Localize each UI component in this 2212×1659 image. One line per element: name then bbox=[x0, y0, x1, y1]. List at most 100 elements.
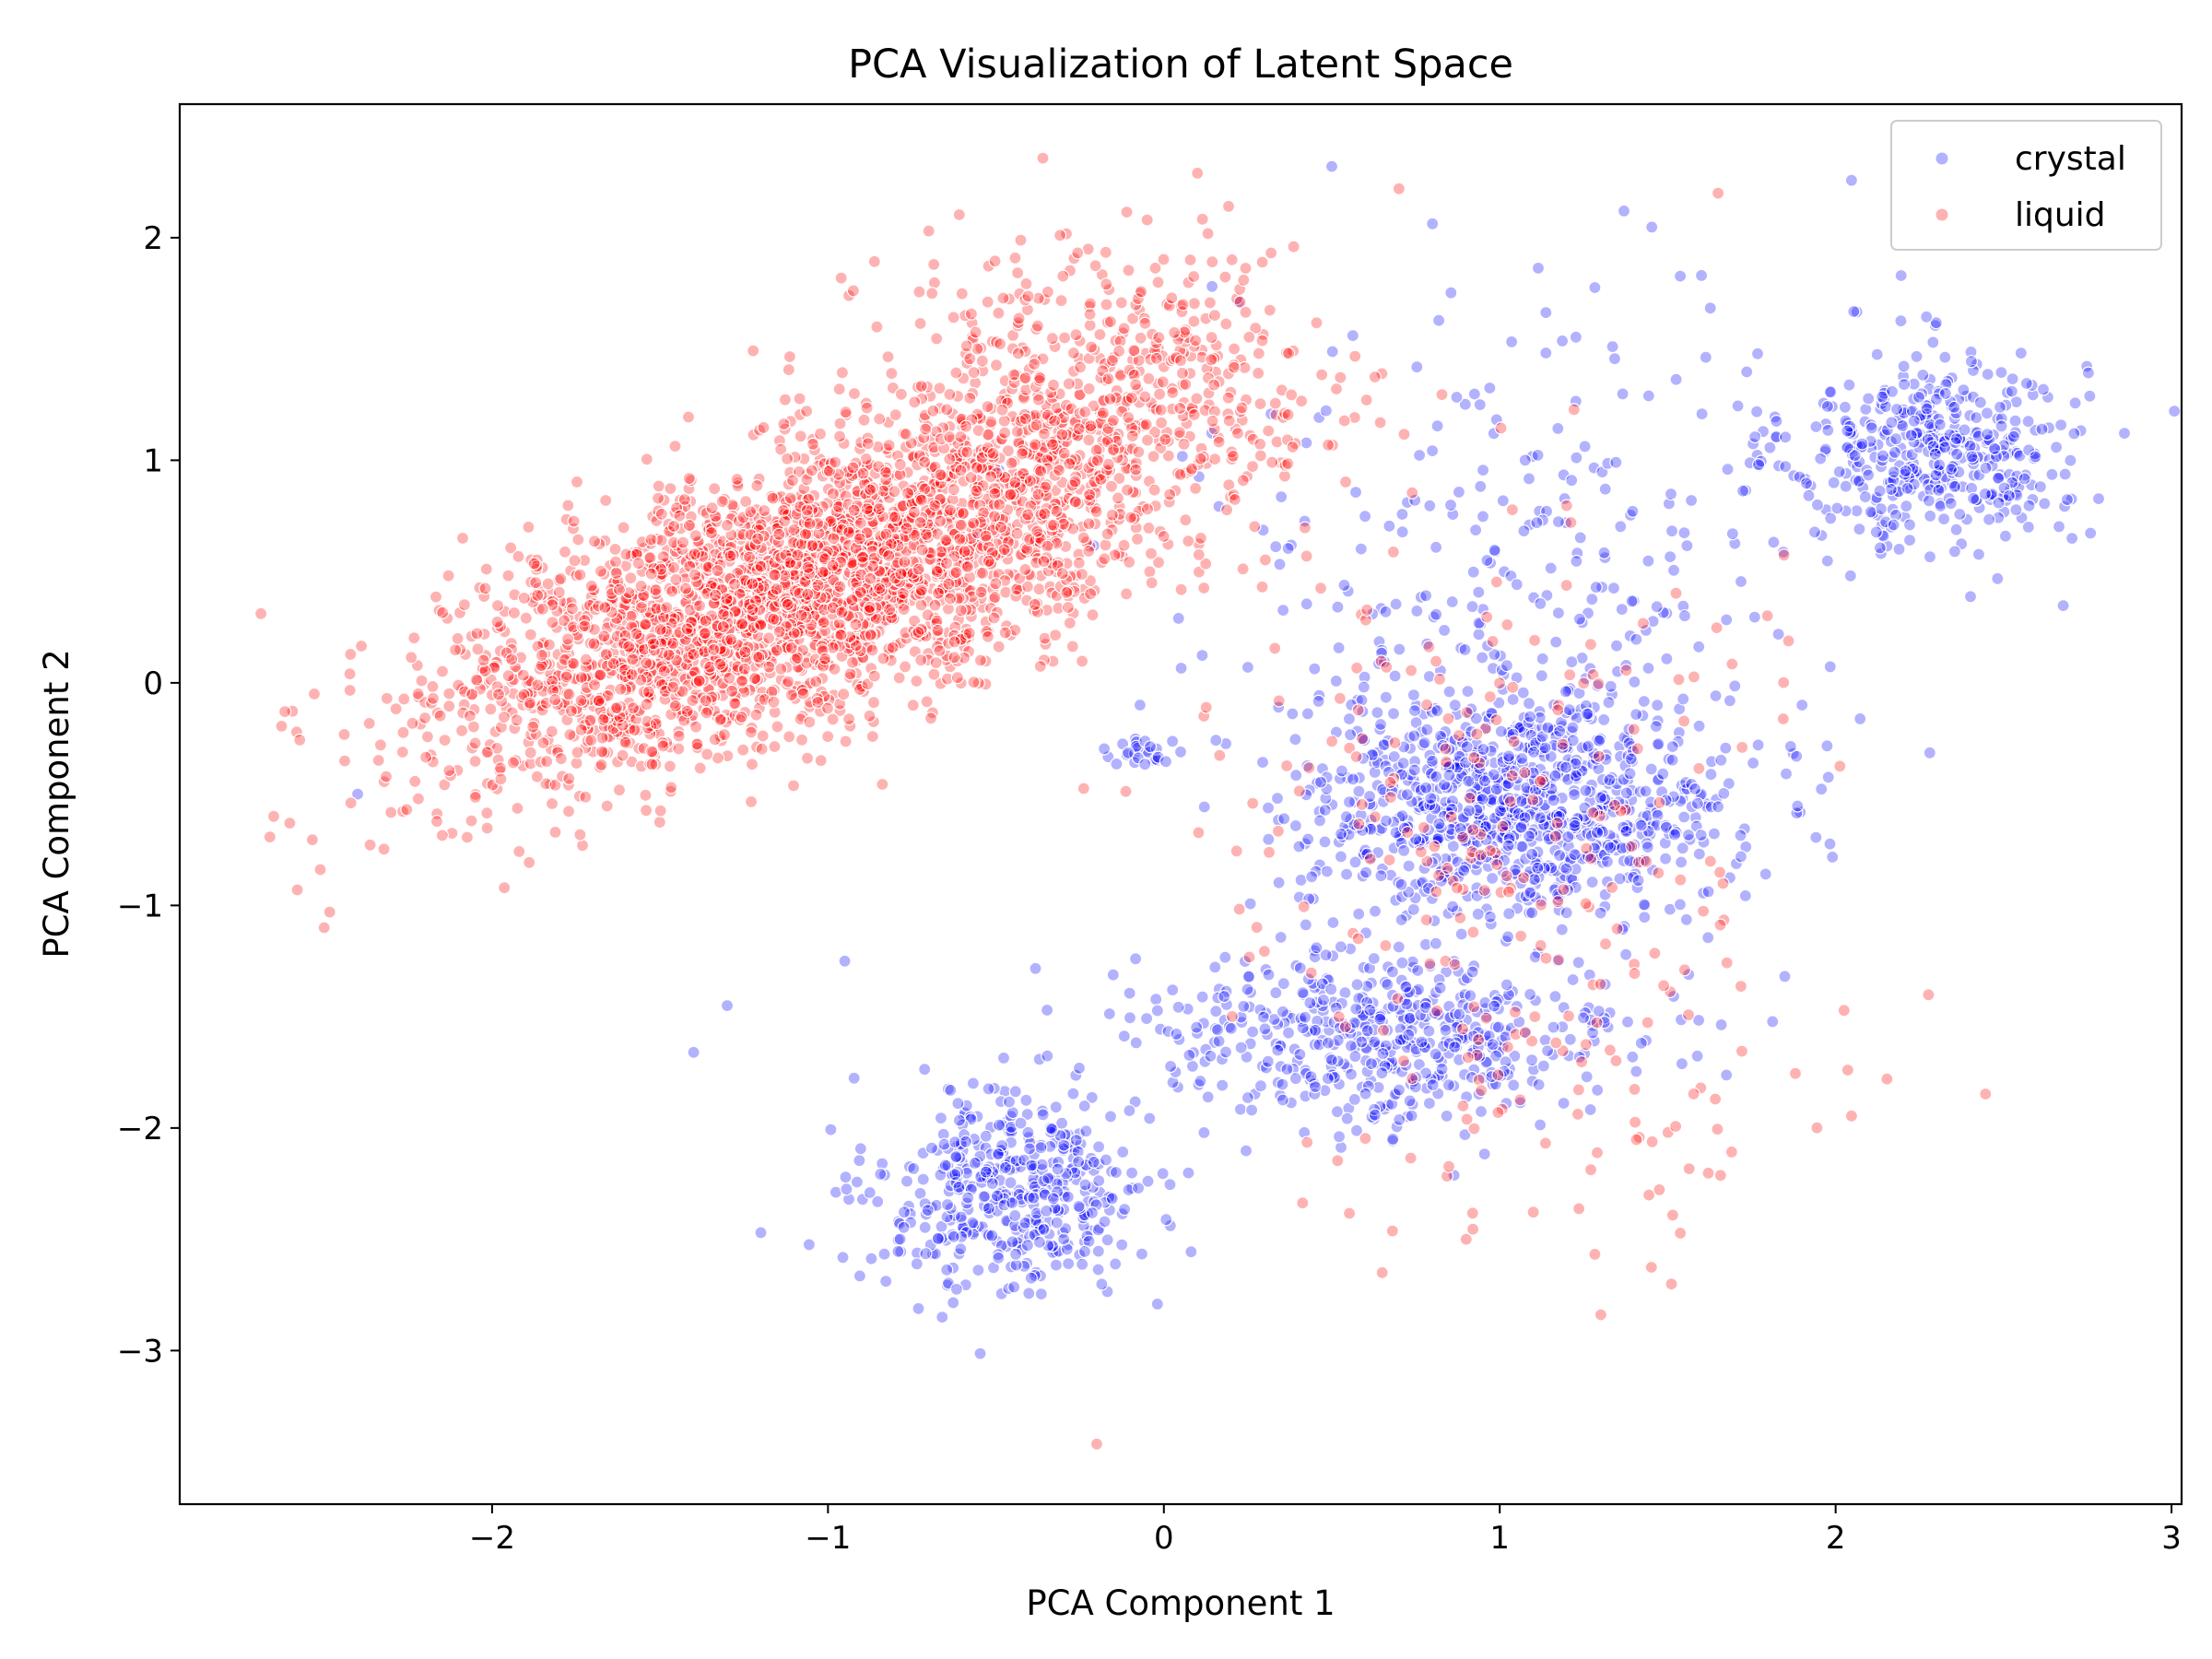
point-crystal bbox=[1694, 828, 1708, 842]
point-crystal bbox=[910, 1257, 924, 1271]
point-crystal bbox=[1841, 441, 1854, 454]
point-crystal bbox=[1947, 545, 1961, 559]
point-crystal bbox=[1740, 365, 1754, 379]
point-crystal bbox=[940, 1263, 954, 1277]
point-crystal bbox=[2000, 385, 2014, 399]
point-crystal bbox=[1331, 600, 1345, 614]
point-liquid bbox=[419, 750, 433, 764]
point-crystal bbox=[1493, 804, 1507, 818]
point-crystal bbox=[1472, 628, 1486, 641]
point-crystal bbox=[1963, 439, 1977, 453]
point-crystal bbox=[1979, 461, 1993, 475]
point-liquid bbox=[910, 674, 924, 688]
point-crystal bbox=[1580, 1070, 1594, 1084]
point-crystal bbox=[1664, 487, 1678, 501]
point-crystal bbox=[1474, 479, 1488, 493]
point-crystal bbox=[1486, 1038, 1500, 1052]
point-crystal bbox=[1262, 832, 1276, 846]
point-crystal bbox=[1098, 1215, 1112, 1229]
point-crystal bbox=[1298, 1010, 1312, 1024]
point-crystal bbox=[1900, 481, 1914, 495]
point-liquid bbox=[612, 783, 627, 797]
point-crystal bbox=[1923, 746, 1936, 759]
point-liquid bbox=[1277, 469, 1292, 483]
point-crystal bbox=[1594, 906, 1607, 920]
point-crystal bbox=[1360, 1024, 1374, 1038]
point-liquid bbox=[554, 571, 568, 586]
point-liquid bbox=[814, 754, 828, 768]
point-crystal bbox=[1660, 652, 1674, 665]
point-crystal bbox=[1983, 512, 1996, 526]
point-liquid bbox=[1494, 421, 1508, 435]
point-crystal bbox=[1606, 340, 1619, 354]
point-crystal bbox=[1040, 1204, 1053, 1218]
point-crystal bbox=[1281, 1026, 1296, 1040]
point-liquid bbox=[686, 693, 700, 708]
point-crystal bbox=[1692, 719, 1706, 733]
point-crystal bbox=[1673, 269, 1688, 283]
point-crystal bbox=[1300, 707, 1315, 721]
point-crystal bbox=[1728, 679, 1742, 693]
point-crystal bbox=[1418, 589, 1433, 603]
point-crystal bbox=[1218, 1045, 1233, 1059]
point-crystal bbox=[1433, 981, 1447, 995]
point-crystal bbox=[1717, 786, 1731, 801]
point-crystal bbox=[1544, 561, 1558, 575]
point-liquid bbox=[529, 576, 543, 590]
point-crystal bbox=[1500, 930, 1515, 944]
point-crystal bbox=[1823, 660, 1837, 674]
point-liquid bbox=[571, 533, 585, 547]
point-liquid bbox=[574, 723, 588, 736]
point-crystal bbox=[1426, 217, 1440, 230]
point-crystal bbox=[1460, 740, 1474, 754]
point-crystal bbox=[1306, 892, 1321, 906]
point-crystal bbox=[1418, 735, 1431, 750]
point-crystal bbox=[934, 1111, 948, 1125]
point-crystal bbox=[1673, 794, 1688, 808]
point-crystal bbox=[1531, 861, 1545, 875]
point-crystal bbox=[1426, 1077, 1440, 1092]
point-crystal bbox=[954, 1210, 968, 1224]
point-crystal bbox=[1049, 1258, 1064, 1272]
point-liquid bbox=[639, 617, 653, 631]
point-crystal bbox=[1912, 390, 1926, 405]
point-liquid bbox=[1219, 317, 1233, 331]
point-liquid bbox=[745, 758, 759, 771]
point-crystal bbox=[1894, 268, 1908, 283]
point-crystal bbox=[979, 1165, 993, 1179]
point-crystal bbox=[1300, 788, 1313, 802]
point-crystal bbox=[1695, 407, 1709, 421]
point-crystal bbox=[1810, 498, 1825, 512]
point-liquid bbox=[651, 491, 665, 505]
point-crystal bbox=[1087, 1155, 1100, 1170]
point-liquid bbox=[786, 779, 801, 793]
point-crystal bbox=[1445, 594, 1459, 609]
point-crystal bbox=[1859, 402, 1873, 417]
point-liquid bbox=[768, 739, 782, 754]
point-crystal bbox=[1830, 501, 1844, 515]
point-crystal bbox=[1570, 451, 1583, 465]
point-crystal bbox=[1387, 841, 1401, 855]
point-crystal bbox=[1850, 504, 1864, 518]
point-crystal bbox=[985, 1229, 999, 1242]
point-crystal bbox=[1826, 850, 1840, 865]
point-crystal bbox=[1506, 692, 1520, 707]
point-crystal bbox=[2019, 376, 2033, 391]
point-crystal bbox=[1959, 512, 1974, 526]
point-crystal bbox=[1346, 329, 1359, 343]
point-crystal bbox=[1799, 477, 1814, 490]
point-crystal bbox=[1824, 512, 1838, 525]
point-crystal bbox=[1004, 1176, 1018, 1190]
point-liquid bbox=[512, 844, 526, 859]
point-crystal bbox=[1379, 690, 1393, 704]
point-crystal bbox=[1738, 888, 1752, 903]
point-crystal bbox=[1407, 763, 1421, 777]
point-liquid bbox=[548, 825, 562, 840]
point-liquid bbox=[595, 731, 609, 745]
point-crystal bbox=[1129, 1036, 1143, 1050]
point-crystal bbox=[1594, 791, 1607, 805]
point-crystal bbox=[1131, 1181, 1146, 1195]
point-crystal bbox=[2006, 429, 2020, 443]
point-liquid bbox=[771, 720, 784, 734]
point-crystal bbox=[1953, 507, 1967, 522]
